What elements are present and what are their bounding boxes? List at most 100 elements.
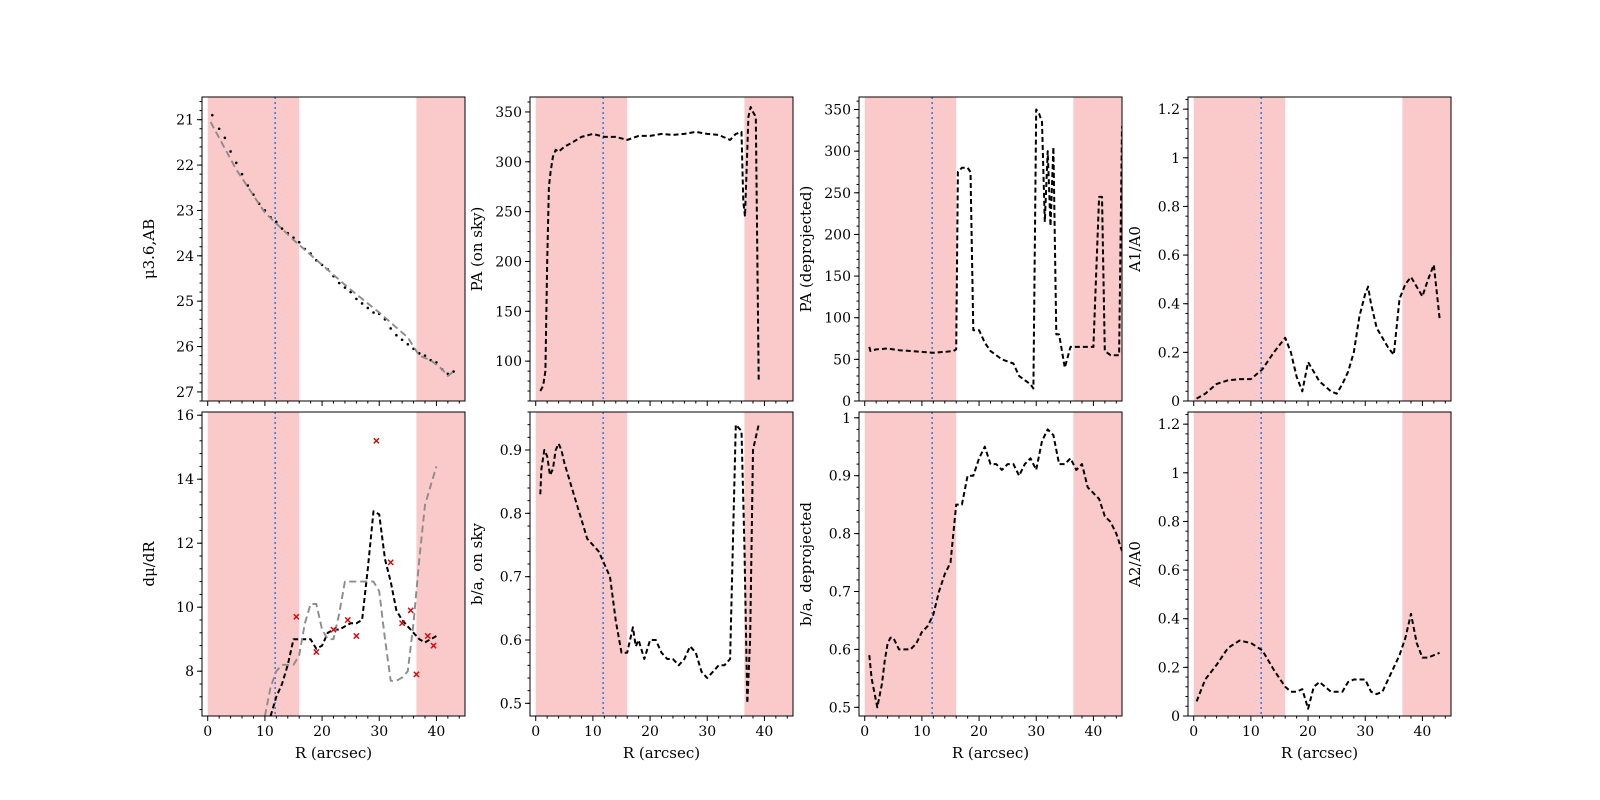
y-tick-label: 1.2 bbox=[1158, 102, 1180, 118]
data-point-observed-5 bbox=[240, 172, 244, 176]
x-tick-label: 30 bbox=[1356, 724, 1374, 740]
marker-samples-0 bbox=[293, 613, 300, 620]
y-axis-label: μ3.6,AB bbox=[140, 219, 158, 279]
y-tick-label: 1 bbox=[1171, 151, 1180, 167]
x-tick-label: 40 bbox=[427, 724, 445, 740]
marker-samples-2 bbox=[330, 626, 337, 633]
y-tick-label: 100 bbox=[824, 311, 851, 327]
data-point-observed-1 bbox=[217, 127, 221, 131]
y-tick-label: 0.8 bbox=[1158, 514, 1180, 530]
plot-area-p22 bbox=[535, 412, 793, 716]
x-tick-label: 20 bbox=[313, 724, 331, 740]
shaded-region-2 bbox=[744, 412, 793, 716]
y-tick-label: 22 bbox=[176, 158, 194, 174]
y-axis-label: A1/A0 bbox=[1126, 226, 1144, 273]
panel-p12: 100 150 200 250 300 350 PA (on sky) bbox=[468, 96, 794, 406]
x-tick-label: 20 bbox=[641, 724, 659, 740]
y-tick-label: 0.4 bbox=[1158, 612, 1180, 628]
marker-samples-7 bbox=[399, 620, 406, 627]
plot-area-p13 bbox=[864, 97, 1122, 401]
x-axis-label: R (arcsec) bbox=[623, 744, 700, 762]
y-tick-label: 0.5 bbox=[500, 696, 522, 712]
y-tick-label: 12 bbox=[176, 536, 194, 552]
data-point-observed-27 bbox=[366, 306, 370, 310]
y-tick-label: 1 bbox=[842, 411, 851, 427]
y-tick-label: 0 bbox=[1171, 394, 1180, 410]
y-tick-label: 14 bbox=[176, 472, 194, 488]
plot-area-p24 bbox=[1193, 412, 1451, 716]
x-tick-label: 0 bbox=[860, 724, 869, 740]
y-tick-label: 0.7 bbox=[829, 585, 851, 601]
panel-p22: 0 10 20 30 40 0.5 0.6 0.7 0.8 0.9 b/a, on sky R (ar… bbox=[468, 411, 794, 762]
x-axis-label: R (arcsec) bbox=[1281, 744, 1358, 762]
shaded-region-1 bbox=[1193, 97, 1286, 401]
y-tick-label: 26 bbox=[176, 340, 194, 356]
shaded-region-2 bbox=[1402, 97, 1451, 401]
y-axis-label: PA (deprojected) bbox=[797, 186, 815, 313]
y-tick-label: 0.4 bbox=[1158, 297, 1180, 313]
marker-samples-6 bbox=[387, 559, 394, 566]
y-tick-label: 250 bbox=[824, 186, 851, 202]
data-point-observed-33 bbox=[400, 338, 404, 342]
series-line-a1-a0 bbox=[1196, 263, 1441, 400]
x-tick-label: 20 bbox=[1299, 724, 1317, 740]
y-tick-label: 200 bbox=[824, 227, 851, 243]
x-tick-label: 0 bbox=[531, 724, 540, 740]
series-line-b-a bbox=[539, 423, 760, 705]
marker-samples-11 bbox=[430, 642, 437, 649]
shaded-region-1 bbox=[864, 412, 957, 716]
x-tick-label: 40 bbox=[755, 724, 773, 740]
x-tick-label: 0 bbox=[1189, 724, 1198, 740]
y-tick-label: 50 bbox=[833, 352, 851, 368]
marker-samples-5 bbox=[373, 437, 380, 444]
data-point-observed-32 bbox=[395, 333, 398, 337]
x-tick-label: 40 bbox=[1413, 724, 1431, 740]
y-tick-label: 8 bbox=[185, 664, 194, 680]
series-line-a2-a0 bbox=[1195, 612, 1440, 710]
y-tick-label: 0.7 bbox=[500, 570, 522, 586]
y-tick-label: 16 bbox=[176, 408, 194, 424]
data-point-observed-36 bbox=[417, 352, 421, 355]
y-tick-label: 350 bbox=[495, 105, 522, 121]
y-tick-label: 0.6 bbox=[500, 633, 522, 649]
y-axis-label: b/a, on sky bbox=[468, 523, 486, 605]
x-tick-label: 10 bbox=[584, 724, 602, 740]
series-line-model bbox=[209, 121, 455, 377]
data-point-observed-34 bbox=[406, 342, 410, 346]
y-tick-label: 0.8 bbox=[1158, 199, 1180, 215]
data-point-observed-23 bbox=[343, 286, 347, 289]
x-tick-label: 10 bbox=[1242, 724, 1260, 740]
plot-area-p23 bbox=[864, 412, 1122, 716]
marker-samples-1 bbox=[313, 648, 320, 656]
y-tick-label: 10 bbox=[176, 600, 194, 616]
y-tick-label: 0 bbox=[842, 394, 851, 410]
shaded-region-1 bbox=[864, 97, 957, 401]
y-tick-label: 24 bbox=[176, 249, 194, 265]
y-tick-label: 0.8 bbox=[500, 506, 522, 522]
y-axis-label: PA (on sky) bbox=[468, 207, 486, 292]
marker-samples-8 bbox=[407, 607, 414, 614]
shaded-region-1 bbox=[1193, 412, 1286, 716]
x-tick-label: 30 bbox=[370, 724, 388, 740]
y-tick-label: 0.6 bbox=[1158, 248, 1180, 264]
x-axis-label: R (arcsec) bbox=[295, 744, 372, 762]
shaded-region-2 bbox=[1073, 412, 1122, 716]
data-point-observed-4 bbox=[235, 161, 238, 165]
y-tick-label: 0 bbox=[1171, 709, 1180, 725]
data-point-observed-3 bbox=[229, 150, 232, 153]
y-axis-label: dμ/dR bbox=[140, 541, 158, 587]
y-axis-label: A2/A0 bbox=[1126, 541, 1144, 588]
data-point-observed-42 bbox=[452, 370, 455, 373]
data-point-observed-28 bbox=[372, 311, 375, 314]
y-tick-label: 0.9 bbox=[500, 443, 522, 459]
panel-p23: 0 10 20 30 40 0.5 0.6 0.7 0.8 0.9 1 b/a, deprojecte… bbox=[797, 411, 1123, 762]
panel-p21: 0 10 20 30 40 8 10 12 14 16 dμ/dR R (arcsec) bbox=[140, 408, 466, 762]
panel-p14: 0 0.2 0.4 0.6 0.8 1 1.2 A1/A0 bbox=[1126, 96, 1452, 410]
shaded-region-1 bbox=[535, 412, 628, 716]
shaded-region-2 bbox=[744, 97, 793, 401]
y-tick-label: 0.6 bbox=[1158, 563, 1180, 579]
marker-samples-4 bbox=[353, 632, 360, 640]
panel-p13: 0 50 100 150 200 250 300 350 PA (deprojected) bbox=[797, 96, 1123, 410]
plot-area-p11 bbox=[207, 97, 465, 401]
